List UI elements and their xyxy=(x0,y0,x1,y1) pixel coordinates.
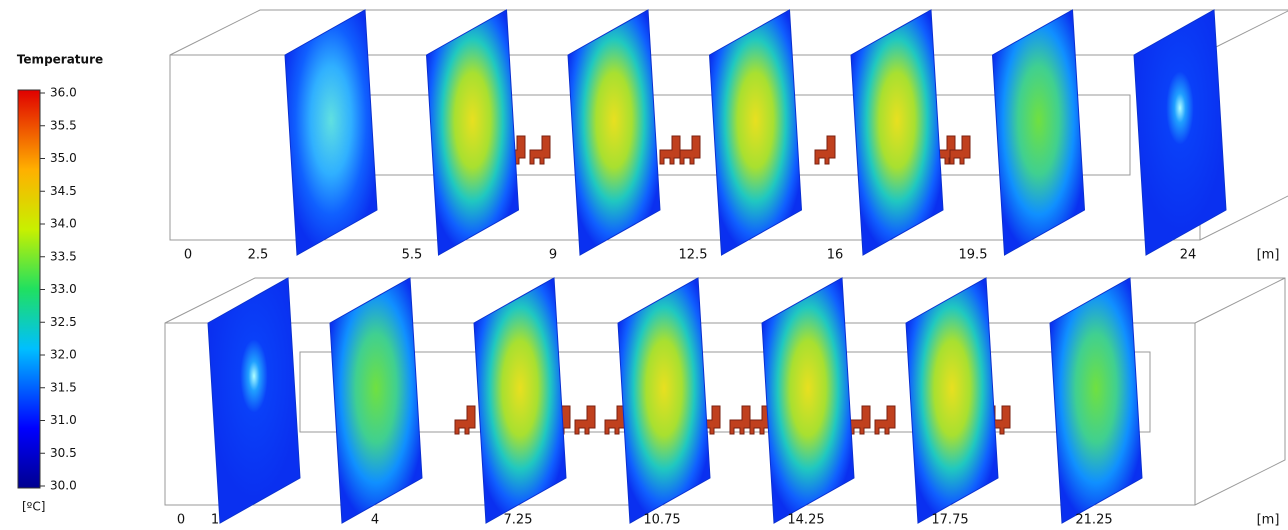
temperature-slice xyxy=(762,278,854,523)
chair xyxy=(530,136,550,164)
temperature-slice xyxy=(285,10,377,255)
temperature-slice xyxy=(618,278,710,523)
axis-tick-label: 0 xyxy=(177,513,185,528)
figure: Temperature [ºC] [m] [m] 36.0 35.5 35.0 34.… xyxy=(0,0,1288,530)
colorbar-label: 32.5 xyxy=(50,315,77,329)
temperature-slice xyxy=(1134,10,1226,255)
colorbar xyxy=(18,90,40,488)
temperature-slice xyxy=(851,10,943,255)
temperature-slice xyxy=(474,278,566,523)
axis-tick-label: 16 xyxy=(827,248,844,263)
axis-tick-label: 5.5 xyxy=(402,248,423,263)
chair xyxy=(660,136,680,164)
chair xyxy=(605,406,625,434)
axis-tick-label: 10.75 xyxy=(643,513,680,528)
axis-tick-label: 21.25 xyxy=(1075,513,1112,528)
colorbar-label: 32.0 xyxy=(50,348,77,362)
axis-tick-label: 19.5 xyxy=(959,248,988,263)
axis-unit: [m] xyxy=(1257,513,1280,528)
chair xyxy=(815,136,835,164)
temperature-slice xyxy=(568,10,660,255)
temperature-slice xyxy=(1050,278,1142,523)
temperature-slice xyxy=(710,10,802,255)
colorbar-label: 30.5 xyxy=(50,446,77,460)
axis-tick-label: 4 xyxy=(371,513,379,528)
axis-tick-label: 17.75 xyxy=(931,513,968,528)
temperature-slice xyxy=(330,278,422,523)
temperature-slice xyxy=(993,10,1085,255)
colorbar-label: 33.0 xyxy=(50,282,77,296)
colorbar-label: 30.0 xyxy=(50,479,77,493)
chair xyxy=(455,406,475,434)
axis-tick-label: 14.25 xyxy=(787,513,824,528)
axis-unit: [m] xyxy=(1257,248,1280,263)
temperature-slice xyxy=(208,278,300,523)
axis-tick-label: 12.5 xyxy=(679,248,708,263)
chair xyxy=(875,406,895,434)
colorbar-label: 35.5 xyxy=(50,118,77,132)
colorbar-label: 34.0 xyxy=(50,217,77,231)
colorbar-label: 31.5 xyxy=(50,380,77,394)
corridor xyxy=(300,352,1150,432)
legend-title: Temperature xyxy=(17,53,103,67)
legend-unit: [ºC] xyxy=(22,500,45,514)
axis-tick-label: 7.25 xyxy=(504,513,533,528)
axis-tick-label: 2.5 xyxy=(248,248,269,263)
chair xyxy=(850,406,870,434)
temperature-slice xyxy=(427,10,519,255)
chair xyxy=(680,136,700,164)
colorbar-label: 36.0 xyxy=(50,86,77,100)
axis-tick-label: 1 xyxy=(211,513,219,528)
chair xyxy=(575,406,595,434)
axis-tick-label: 24 xyxy=(1180,248,1197,263)
chair xyxy=(730,406,750,434)
colorbar-label: 31.0 xyxy=(50,413,77,427)
temperature-slice xyxy=(906,278,998,523)
axis-tick-label: 9 xyxy=(549,248,557,263)
colorbar-label: 33.5 xyxy=(50,249,77,263)
colorbar-label: 35.0 xyxy=(50,151,77,165)
colorbar-label: 34.5 xyxy=(50,184,77,198)
axis-tick-label: 0 xyxy=(184,248,192,263)
